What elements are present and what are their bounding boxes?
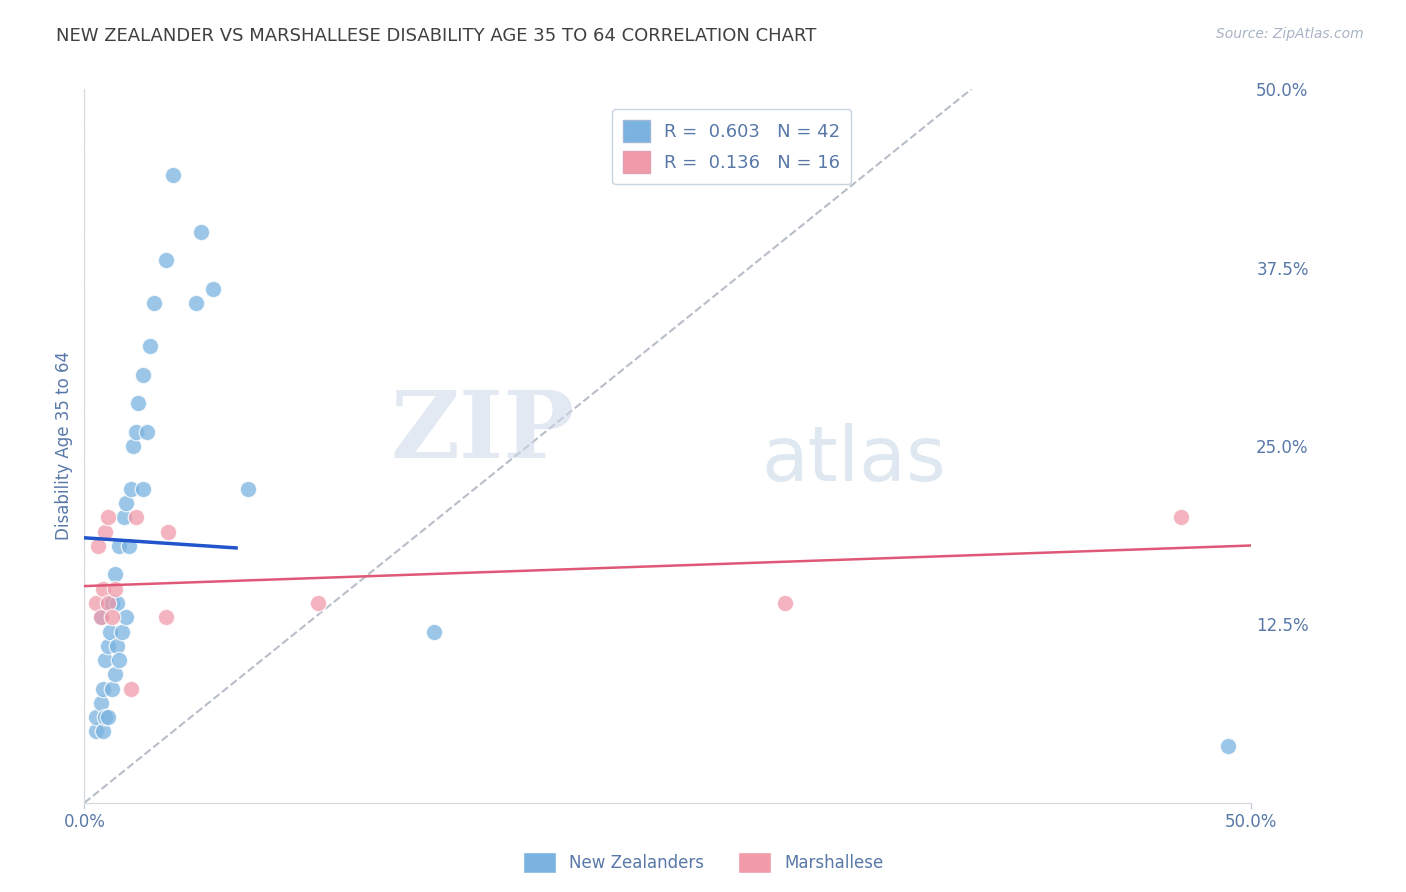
Text: ZIP: ZIP [391, 387, 575, 476]
Point [236, 482, 259, 496]
Point [132, 482, 155, 496]
Point [97, 639, 120, 653]
Point [162, 168, 184, 182]
Point [97, 710, 120, 724]
Point [91, 724, 114, 739]
Point [94, 524, 117, 539]
Text: atlas: atlas [761, 424, 946, 497]
Point [190, 225, 212, 239]
Y-axis label: Disability Age 35 to 64: Disability Age 35 to 64 [55, 351, 73, 541]
Point [423, 624, 446, 639]
Point [108, 653, 131, 667]
Point [307, 596, 329, 610]
Point [94, 653, 117, 667]
Point [112, 510, 135, 524]
Point [97, 596, 120, 610]
Point [97, 596, 120, 610]
Text: Source: ZipAtlas.com: Source: ZipAtlas.com [1216, 27, 1364, 41]
Point [90, 696, 112, 710]
Point [105, 596, 128, 610]
Point [127, 396, 149, 410]
Point [97, 510, 120, 524]
Point [1216, 739, 1239, 753]
Point [90, 610, 112, 624]
Point [104, 567, 127, 582]
Point [132, 368, 155, 382]
Point [115, 496, 138, 510]
Point [120, 681, 142, 696]
Point [1170, 510, 1192, 524]
Point [91, 681, 114, 696]
Point [138, 339, 160, 353]
Point [84, 710, 107, 724]
Point [201, 282, 224, 296]
Point [101, 610, 124, 624]
Point [773, 596, 796, 610]
Point [84, 724, 107, 739]
Point [186, 296, 208, 310]
Text: NEW ZEALANDER VS MARSHALLESE DISABILITY AGE 35 TO 64 CORRELATION CHART: NEW ZEALANDER VS MARSHALLESE DISABILITY … [56, 27, 817, 45]
Point [136, 425, 159, 439]
Point [155, 610, 177, 624]
Point [94, 710, 117, 724]
Point [125, 510, 148, 524]
Legend: New Zealanders, Marshallese: New Zealanders, Marshallese [516, 846, 890, 880]
Point [125, 425, 148, 439]
Point [91, 582, 114, 596]
Point [104, 582, 127, 596]
Point [87, 539, 110, 553]
Point [104, 667, 127, 681]
Point [111, 624, 134, 639]
Point [105, 639, 128, 653]
Point [157, 524, 180, 539]
Point [155, 253, 177, 268]
Point [98, 624, 121, 639]
Point [115, 610, 138, 624]
Point [122, 439, 145, 453]
Point [120, 482, 142, 496]
Point [90, 610, 112, 624]
Legend: R =  0.603   N = 42, R =  0.136   N = 16: R = 0.603 N = 42, R = 0.136 N = 16 [612, 109, 852, 184]
Point [101, 596, 124, 610]
Point [101, 681, 124, 696]
Point [118, 539, 141, 553]
Point [108, 539, 131, 553]
Point [84, 596, 107, 610]
Point [143, 296, 166, 310]
